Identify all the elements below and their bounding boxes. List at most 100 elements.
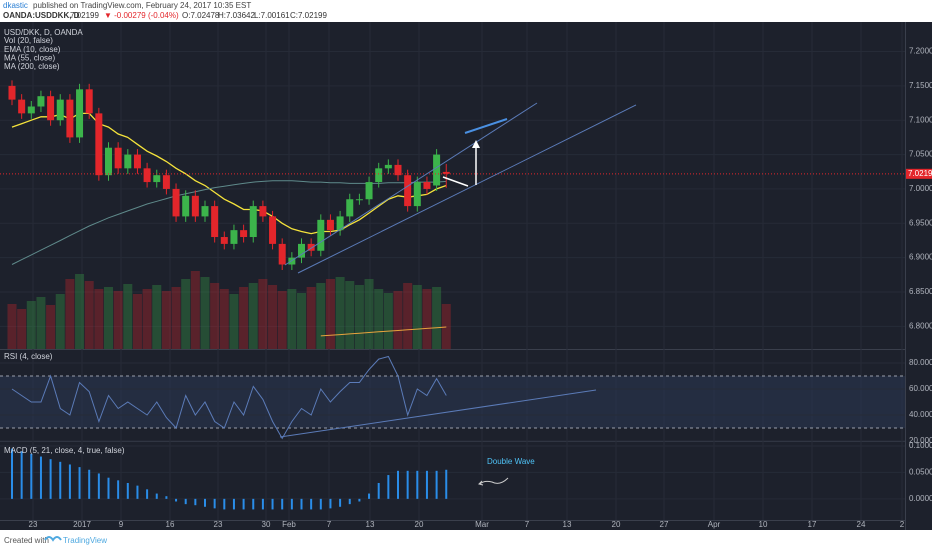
candle-body (326, 219, 334, 231)
y-tick-label: 0.1000 (909, 441, 932, 450)
x-tick-label: 2017 (73, 520, 91, 529)
volume-bar (432, 287, 442, 349)
x-tick-label: 7 (525, 520, 530, 529)
macd-bar (310, 498, 313, 510)
volume-bar (161, 291, 171, 349)
volume-bar (190, 271, 200, 349)
candle-body (201, 206, 209, 217)
candle-body (336, 216, 344, 231)
author[interactable]: dkastic (3, 1, 28, 10)
candle-body (76, 89, 84, 138)
y-tick-label: 40.0000 (909, 410, 932, 419)
candle-body (307, 243, 315, 251)
candle-body (413, 182, 421, 207)
macd-bar (11, 448, 13, 499)
x-tick-label: 9 (119, 520, 124, 529)
candle-body (114, 147, 122, 169)
last-price-label: 7.02199 (908, 169, 932, 178)
candle-body (346, 199, 354, 217)
candle-body (394, 164, 402, 176)
x-tick-label: 20 (415, 520, 424, 529)
volume-bar (403, 283, 413, 349)
volume-bar (171, 287, 181, 349)
y-tick-label: 6.85000 (909, 287, 932, 296)
volume-bar (441, 304, 451, 349)
macd-bar (271, 498, 274, 510)
x-tick-label: Mar (475, 520, 489, 529)
macd-bar (204, 498, 206, 507)
footer-brand[interactable]: TradingView (63, 536, 107, 545)
macd-bar (117, 480, 120, 499)
macd-bar (68, 464, 71, 499)
change: ▼ -0.00279 (-0.04%) (104, 11, 179, 20)
volume-bar (229, 294, 239, 349)
x-tick-label: 24 (857, 520, 866, 529)
candle-body (375, 168, 383, 183)
volume-bar (75, 274, 85, 349)
macd-bar (97, 473, 100, 499)
candle-body (211, 206, 219, 238)
macd-bar (406, 470, 409, 499)
volume-bar (152, 285, 162, 349)
legend-entry: MA (200, close) (4, 62, 60, 71)
volume-bar (104, 287, 113, 349)
volume-bar (26, 301, 36, 349)
volume-bar (239, 287, 249, 349)
macd-bar (329, 498, 332, 509)
volume-bar (287, 289, 297, 349)
candle-body (8, 85, 16, 100)
x-tick-label: 27 (660, 520, 669, 529)
y-tick-label: 20.0000 (909, 436, 932, 445)
candle-body (66, 99, 74, 138)
volume-bar (412, 285, 422, 349)
macd-bar (126, 482, 129, 499)
x-tick-label: 10 (759, 520, 768, 529)
projection (464, 118, 508, 134)
x-tick-label: 7 (327, 520, 332, 529)
volume-bar (422, 289, 432, 349)
candle-body (259, 206, 267, 217)
y-tick-label: 7.15000 (909, 81, 932, 90)
macd-bar (194, 498, 197, 506)
volume-bar (248, 283, 258, 349)
macd-bar (165, 496, 168, 499)
volume-bar (277, 291, 287, 349)
ohlc: O:7.02478 (182, 11, 220, 20)
legend-entry: EMA (10, close) (4, 45, 61, 54)
macd-bar (175, 498, 178, 502)
candle-body (220, 237, 228, 244)
volume-bar (132, 294, 142, 349)
symbol: OANDA:USDDKK, D (3, 11, 80, 20)
volume-bar (345, 281, 355, 349)
candle-body (27, 106, 35, 114)
macd-bar (49, 459, 52, 499)
macd-bar (59, 461, 62, 499)
x-tick-label: 23 (214, 520, 223, 529)
macd-bar (146, 489, 149, 499)
macd-bar (261, 498, 264, 510)
volume-bar (142, 289, 152, 349)
candle-body (56, 99, 64, 121)
arrow-head (472, 140, 480, 148)
volume-bar (306, 287, 316, 349)
candle-body (85, 89, 93, 114)
macd-bar (20, 451, 23, 499)
candle-body (153, 175, 161, 183)
annotation: Double Wave (487, 457, 535, 466)
volume-bar (36, 297, 46, 349)
volume-bar (210, 283, 220, 349)
candle-body (433, 154, 441, 186)
arrow (442, 176, 469, 187)
volume-bar (200, 277, 210, 349)
candle-body (95, 113, 103, 176)
volume-bar (17, 309, 27, 349)
candle-body (355, 199, 363, 201)
candle-body (249, 206, 257, 238)
volume-bar (84, 281, 94, 349)
volume-bar (65, 279, 75, 349)
macd-bar (445, 469, 448, 499)
volume-bar (55, 294, 65, 349)
macd-bar (155, 493, 158, 499)
candle-body (240, 230, 248, 238)
